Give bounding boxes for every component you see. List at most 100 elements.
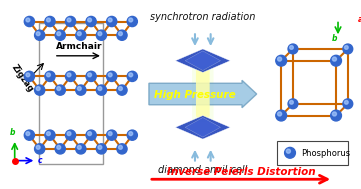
Circle shape (24, 71, 35, 81)
Polygon shape (175, 115, 230, 139)
Circle shape (118, 145, 122, 149)
Circle shape (331, 55, 342, 66)
Circle shape (129, 18, 133, 22)
Circle shape (88, 18, 92, 22)
Circle shape (26, 18, 30, 22)
Circle shape (127, 16, 138, 27)
Circle shape (98, 87, 102, 91)
Circle shape (67, 73, 71, 77)
Circle shape (117, 30, 127, 40)
Circle shape (36, 87, 40, 91)
Circle shape (278, 112, 282, 116)
FancyArrow shape (149, 80, 257, 108)
Circle shape (57, 32, 61, 36)
Circle shape (343, 99, 353, 109)
Text: a: a (358, 15, 361, 23)
Circle shape (55, 30, 65, 40)
Circle shape (98, 32, 102, 36)
Bar (277, 141, 348, 165)
Circle shape (106, 71, 117, 81)
Circle shape (129, 73, 133, 77)
Circle shape (86, 71, 96, 81)
Circle shape (76, 30, 86, 40)
Circle shape (288, 99, 298, 109)
Circle shape (47, 132, 51, 136)
Circle shape (127, 71, 138, 81)
Circle shape (47, 73, 51, 77)
Circle shape (67, 132, 71, 136)
Circle shape (118, 32, 122, 36)
Circle shape (344, 101, 348, 104)
Circle shape (77, 87, 81, 91)
Circle shape (35, 144, 45, 154)
Text: Armchair: Armchair (56, 42, 103, 51)
Circle shape (26, 132, 30, 136)
Circle shape (57, 145, 61, 149)
Circle shape (88, 73, 92, 77)
Circle shape (35, 85, 45, 95)
Circle shape (45, 130, 55, 140)
Circle shape (36, 145, 40, 149)
Circle shape (96, 30, 106, 40)
Circle shape (332, 112, 336, 116)
Circle shape (86, 130, 96, 140)
Circle shape (65, 130, 76, 140)
Circle shape (36, 32, 40, 36)
FancyBboxPatch shape (192, 66, 214, 122)
Circle shape (276, 110, 287, 121)
Circle shape (76, 85, 86, 95)
Text: Zigzag: Zigzag (10, 63, 35, 94)
Text: b: b (10, 128, 15, 137)
Circle shape (344, 46, 348, 49)
Text: c: c (38, 156, 43, 165)
Circle shape (96, 85, 106, 95)
Circle shape (117, 85, 127, 95)
Circle shape (127, 130, 138, 140)
Polygon shape (175, 49, 230, 72)
Circle shape (108, 18, 112, 22)
Circle shape (331, 110, 342, 121)
Circle shape (276, 55, 287, 66)
Polygon shape (185, 118, 221, 137)
Circle shape (117, 144, 127, 154)
Bar (39, 23, 103, 163)
Circle shape (108, 132, 112, 136)
Circle shape (77, 145, 81, 149)
Circle shape (343, 44, 353, 54)
Text: Inverse Peierls Distortion: Inverse Peierls Distortion (167, 167, 316, 177)
Circle shape (77, 32, 81, 36)
Circle shape (35, 30, 45, 40)
Circle shape (286, 149, 291, 153)
Circle shape (278, 57, 282, 61)
Circle shape (47, 18, 51, 22)
Circle shape (26, 73, 30, 77)
Text: diamond anvil cell: diamond anvil cell (158, 165, 248, 175)
Circle shape (55, 85, 65, 95)
Circle shape (284, 147, 295, 158)
Text: b: b (332, 34, 338, 43)
Circle shape (86, 16, 96, 27)
Circle shape (67, 18, 71, 22)
Circle shape (65, 71, 76, 81)
Circle shape (118, 87, 122, 91)
Text: High Pressure: High Pressure (154, 90, 236, 100)
Circle shape (288, 44, 298, 54)
Circle shape (45, 71, 55, 81)
Circle shape (55, 144, 65, 154)
Circle shape (290, 101, 293, 104)
Circle shape (290, 46, 293, 49)
Circle shape (98, 145, 102, 149)
Circle shape (45, 16, 55, 27)
Text: synchrotron radiation: synchrotron radiation (150, 12, 256, 22)
Text: Phosphorus: Phosphorus (301, 149, 350, 158)
Circle shape (96, 144, 106, 154)
Circle shape (57, 87, 61, 91)
Circle shape (332, 57, 336, 61)
Circle shape (76, 144, 86, 154)
Circle shape (106, 130, 117, 140)
Circle shape (24, 16, 35, 27)
Polygon shape (185, 51, 221, 70)
Circle shape (24, 130, 35, 140)
Circle shape (88, 132, 92, 136)
FancyBboxPatch shape (196, 69, 210, 118)
